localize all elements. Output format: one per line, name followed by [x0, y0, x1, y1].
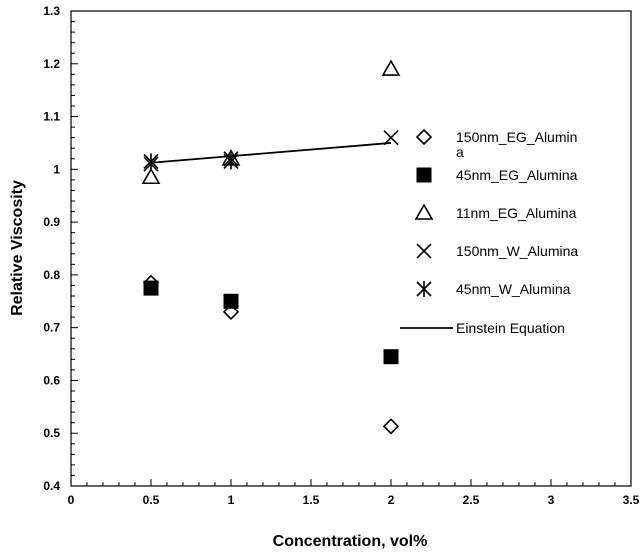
legend-label: 45nm_EG_Alumina — [456, 167, 578, 183]
legend-item: 11nm_EG_Alumina — [414, 203, 577, 221]
plot-border — [70, 10, 632, 487]
data-point — [383, 130, 399, 146]
y-axis-ticks: 0.4 0.5 0.6 0.7 0.8 0.9 1 1.1 1.2 1.3 — [43, 4, 78, 493]
y-tick-label: 0.8 — [43, 268, 60, 282]
legend-marker — [416, 243, 432, 259]
data-point — [381, 59, 401, 76]
x-tick-label: 0 — [68, 493, 75, 507]
data-point — [382, 418, 400, 435]
legend-item: 45nm_W_Alumina — [416, 281, 571, 297]
y-tick-label: 0.4 — [43, 479, 60, 493]
x-tick-label: 3.5 — [623, 493, 640, 507]
y-tick-label: 0.6 — [43, 373, 60, 387]
y-axis-title: Relative Viscosity — [9, 180, 26, 316]
legend-label: 45nm_W_Alumina — [456, 281, 571, 297]
y-tick-label: 1.1 — [43, 110, 60, 124]
legend-label-line: Einstein Equation — [456, 320, 565, 336]
y-tick-label: 0.5 — [43, 426, 60, 440]
series-5 — [150, 142, 392, 164]
data-point — [143, 280, 159, 296]
data-point — [143, 153, 159, 170]
legend: 150nm_EG_Alumin a 45nm_EG_Alumina 11nm_EG_A… — [400, 128, 578, 336]
einstein-line — [150, 142, 392, 164]
legend-label: 11nm_EG_Alumina — [456, 205, 577, 221]
y-tick-label: 0.9 — [43, 215, 60, 229]
x-tick-label: 2 — [388, 493, 395, 507]
legend-label-line: 150nm_EG_Alumin — [456, 129, 577, 145]
legend-label-line: 45nm_W_Alumina — [456, 281, 571, 297]
legend-marker — [415, 128, 433, 146]
data-point — [222, 303, 240, 320]
x-axis-title: Concentration, vol% — [273, 533, 428, 550]
series-1 — [143, 280, 399, 365]
legend-label: 150nm_W_Alumina — [456, 243, 578, 259]
legend-label-line: 11nm_EG_Alumina — [456, 205, 577, 221]
data-point — [141, 167, 161, 185]
legend-item: Einstein Equation — [400, 320, 565, 336]
legend-item: 150nm_EG_Alumin a — [415, 128, 577, 160]
y-tick-label: 0.7 — [43, 321, 60, 335]
x-tick-label: 1 — [228, 493, 235, 507]
x-tick-label: 2.5 — [463, 493, 480, 507]
y-tick-label: 1 — [53, 162, 60, 176]
x-tick-label: 1.5 — [303, 493, 320, 507]
x-axis-ticks: 0 0.5 1 1.5 2 2.5 3 3.5 — [68, 479, 640, 507]
legend-label-line: 150nm_W_Alumina — [456, 243, 578, 259]
y-tick-label: 1.3 — [43, 4, 60, 18]
legend-label: 150nm_EG_Alumin a — [456, 129, 577, 160]
data-point — [223, 293, 239, 309]
legend-item: 150nm_W_Alumina — [416, 243, 578, 259]
legend-marker — [414, 203, 434, 220]
plot-frame — [70, 10, 632, 487]
x-tick-label: 3 — [548, 493, 555, 507]
legend-label-line: a — [456, 144, 464, 160]
x-tick-label: 0.5 — [143, 493, 160, 507]
legend-marker — [416, 281, 432, 297]
legend-marker — [416, 167, 432, 183]
series-layer — [141, 59, 401, 435]
legend-label: Einstein Equation — [456, 320, 565, 336]
legend-label-line: 45nm_EG_Alumina — [456, 167, 578, 183]
y-tick-label: 1.2 — [43, 57, 60, 71]
data-point — [383, 349, 399, 365]
legend-item: 45nm_EG_Alumina — [416, 167, 578, 183]
